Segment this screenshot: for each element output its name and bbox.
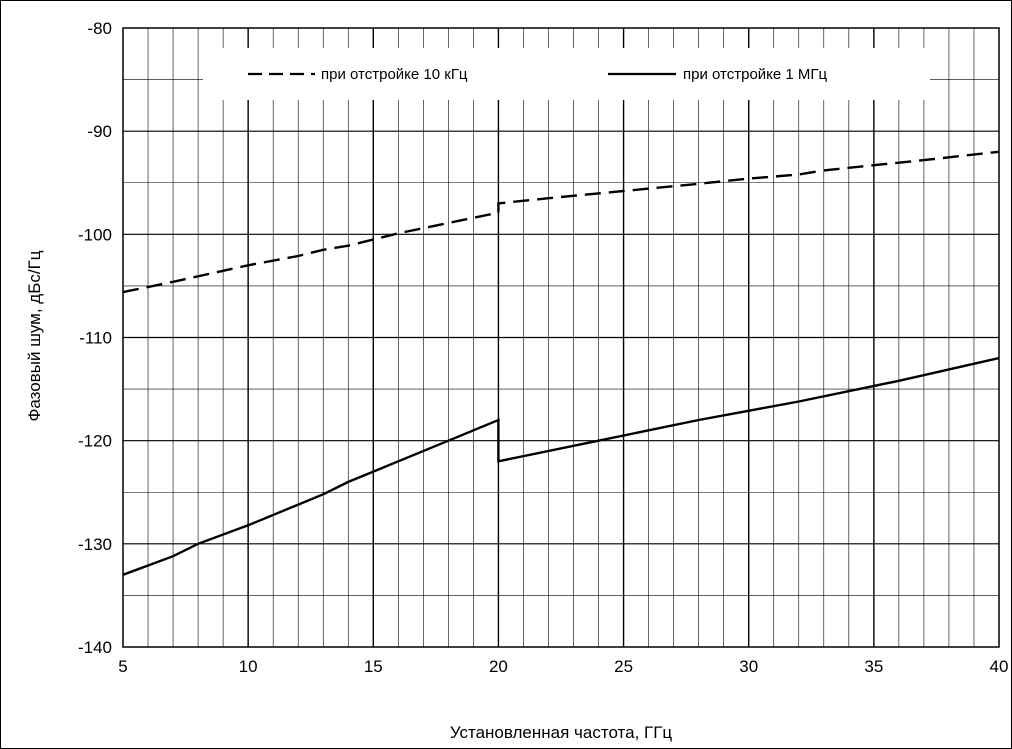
legend: при отстройке 10 кГц при отстройке 1 МГц xyxy=(203,48,930,100)
x-tick-label: 40 xyxy=(990,657,1009,676)
x-tick-label: 30 xyxy=(739,657,758,676)
series-line xyxy=(122,356,1000,576)
x-tick-label: 15 xyxy=(364,657,383,676)
legend-label: при отстройке 10 кГц xyxy=(321,66,468,83)
legend-label: при отстройке 1 МГц xyxy=(683,66,828,83)
x-tick-label: 35 xyxy=(864,657,883,676)
y-tick-label: -120 xyxy=(78,432,112,451)
x-axis-title: Установленная частота, ГГц xyxy=(450,723,673,742)
x-tick-label: 5 xyxy=(118,657,127,676)
series-lines xyxy=(122,150,1000,576)
y-tick-label: -110 xyxy=(79,329,112,348)
tick-labels: 5 10 15 20 25 30 35 40 -80 -90 -100 -110 -120 -130 -14… xyxy=(78,19,1008,676)
y-tick-label: -130 xyxy=(78,535,112,554)
legend-background xyxy=(203,48,930,100)
y-tick-label: -80 xyxy=(87,19,112,38)
grid xyxy=(122,27,1000,648)
y-tick-label: -100 xyxy=(78,225,112,244)
y-axis-title: Фазовый шум, дБс/Гц xyxy=(25,250,44,421)
x-tick-label: 10 xyxy=(239,657,258,676)
plot-area-border xyxy=(122,27,1000,648)
x-tick-label: 25 xyxy=(614,657,633,676)
series-line xyxy=(122,150,1000,294)
x-tick-label: 20 xyxy=(489,657,508,676)
y-tick-label: -90 xyxy=(87,122,112,141)
y-tick-label: -140 xyxy=(78,638,112,657)
